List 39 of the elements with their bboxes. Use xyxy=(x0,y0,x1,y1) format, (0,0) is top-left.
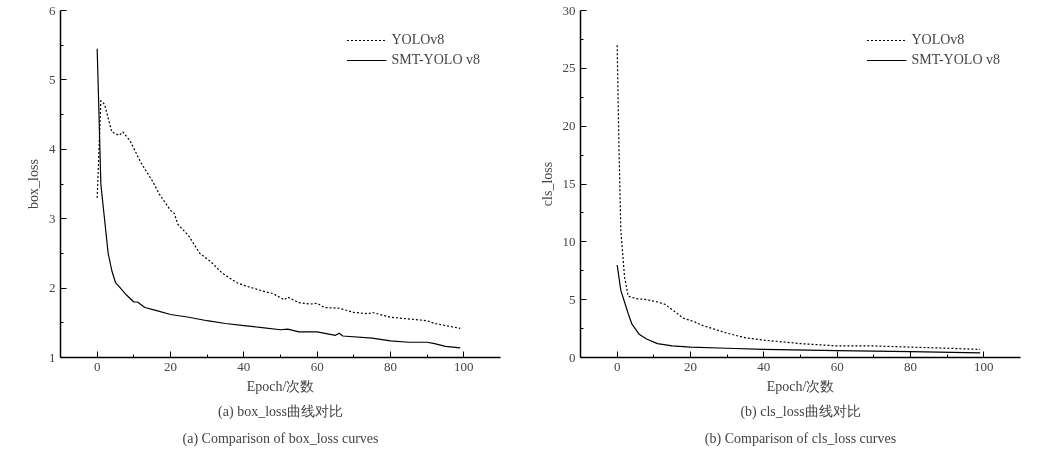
y-tick-label: 6 xyxy=(49,2,56,18)
x-tick-label: 60 xyxy=(310,358,324,374)
x-tick-label: 20 xyxy=(684,358,697,374)
y-tick-label: 4 xyxy=(49,141,56,157)
x-tick-label: 80 xyxy=(384,358,397,374)
y-tick-label: 30 xyxy=(562,2,576,18)
text: (b) cls_loss曲线对比 xyxy=(740,403,861,420)
y-tick-label: 20 xyxy=(562,118,576,134)
x-tick-label: 0 xyxy=(93,358,101,374)
y-axis-title: box_loss xyxy=(26,159,41,209)
x-tick-label: 60 xyxy=(830,358,844,374)
legend-label: YOLOv8 xyxy=(391,32,445,48)
y-tick-label: 3 xyxy=(49,210,56,226)
x-tick-label: 0 xyxy=(613,358,621,374)
x-tick-label: 40 xyxy=(757,358,771,374)
y-tick-label: 2 xyxy=(49,280,56,296)
y-tick-label: 25 xyxy=(562,60,576,76)
y-tick-label: 5 xyxy=(49,71,56,87)
y-tick-label: 15 xyxy=(562,176,576,191)
text: (a) box_loss曲线对比 xyxy=(218,403,343,420)
legend-label: SMT-YOLO v8 xyxy=(391,52,480,68)
line-series xyxy=(616,44,981,350)
x-tick-label: 20 xyxy=(164,358,177,374)
y-tick-label: 1 xyxy=(49,349,56,365)
x-tick-label: 100 xyxy=(454,358,474,374)
x-axis-title: Epoch/次数 xyxy=(766,378,835,394)
x-axis-title: Epoch/次数 xyxy=(246,378,315,394)
text: (b) Comparison of cls_loss curves xyxy=(704,430,897,447)
line-series xyxy=(616,264,981,354)
text: (a) Comparison of box_loss curves xyxy=(182,430,379,447)
legend-label: YOLOv8 xyxy=(911,32,965,48)
y-axis-title: cls_loss xyxy=(539,161,555,207)
y-tick-label: 5 xyxy=(569,291,576,307)
x-tick-label: 40 xyxy=(237,358,251,374)
y-tick-label: 10 xyxy=(562,233,576,249)
x-tick-label: 80 xyxy=(904,358,917,374)
legend-label: SMT-YOLO v8 xyxy=(911,52,1000,68)
x-tick-label: 100 xyxy=(974,358,994,374)
line-series xyxy=(96,48,461,349)
